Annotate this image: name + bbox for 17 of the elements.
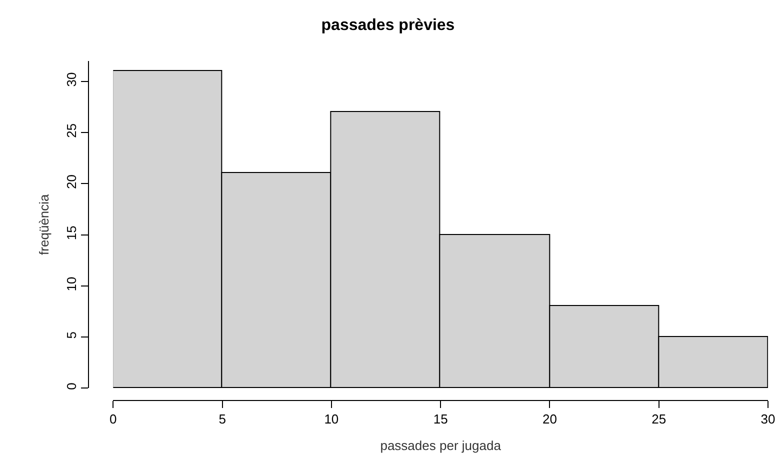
chart-title: passades prèvies: [321, 17, 455, 34]
x-tick-label: 25: [652, 412, 666, 427]
y-axis-title: freqüència: [36, 193, 52, 255]
x-tick-label: 10: [324, 412, 339, 427]
y-tick-label: 25: [64, 123, 79, 138]
x-tick-label: 5: [218, 412, 226, 427]
x-tick-label: 20: [542, 412, 557, 427]
y-tick-label: 0: [64, 382, 79, 390]
x-axis-title: passades per jugada: [380, 438, 502, 454]
y-tick-label: 30: [64, 72, 79, 87]
y-tick-label: 15: [64, 226, 79, 240]
x-tick-label: 0: [110, 412, 117, 427]
x-tick-label: 30: [760, 412, 776, 427]
y-tick-label: 5: [64, 331, 79, 339]
x-tick-label: 15: [433, 412, 448, 427]
y-tick-label: 10: [64, 276, 79, 292]
y-tick-label: 20: [64, 174, 79, 189]
